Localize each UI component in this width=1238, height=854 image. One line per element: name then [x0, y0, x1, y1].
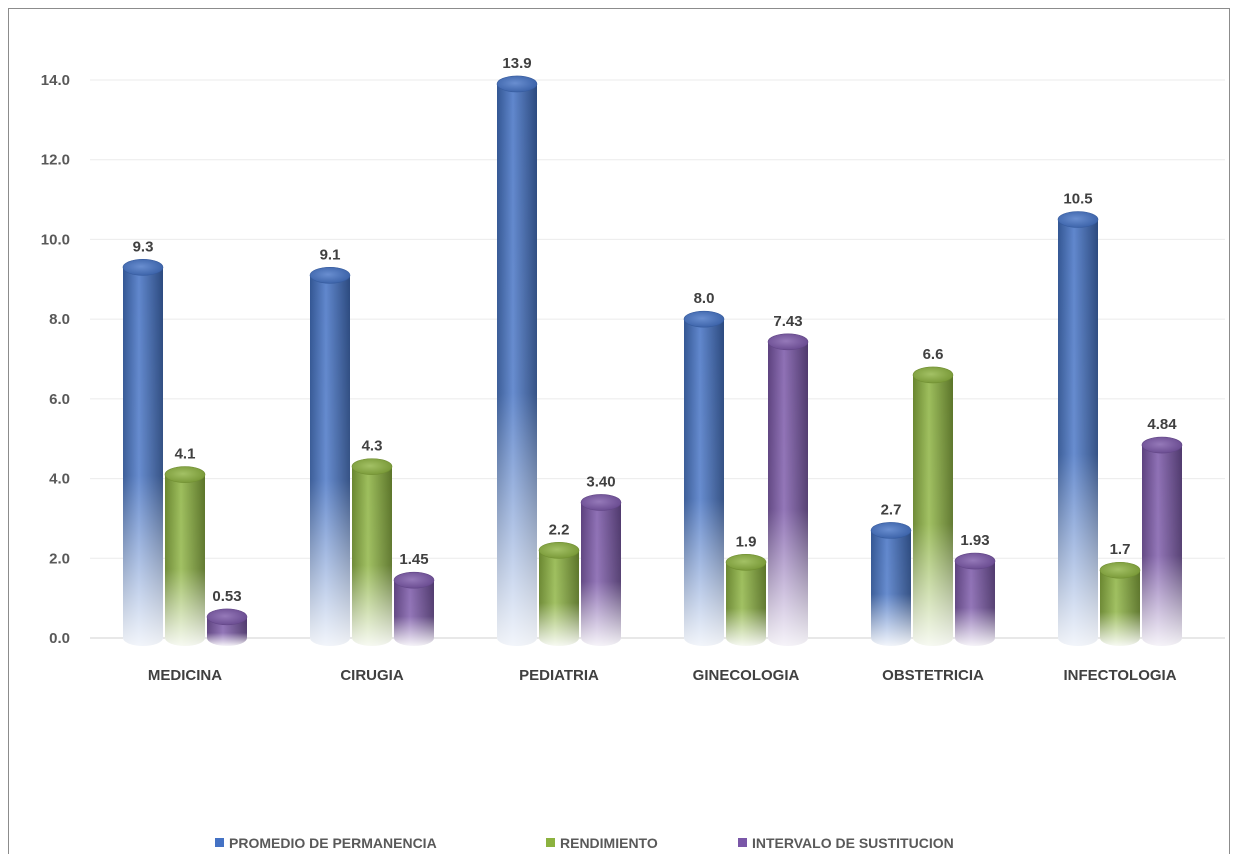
bar: [122, 259, 164, 646]
y-tick-label: 2.0: [49, 550, 70, 567]
category-label: PEDIATRIA: [519, 667, 599, 684]
legend-swatch: [215, 838, 224, 847]
data-label: 1.93: [960, 532, 989, 549]
bar: [1141, 436, 1183, 646]
legend-swatch: [738, 838, 747, 847]
data-label: 1.9: [736, 533, 757, 550]
data-label: 2.2: [549, 521, 570, 538]
bar: [683, 310, 725, 646]
data-label: 1.7: [1110, 541, 1131, 558]
y-tick-label: 6.0: [49, 391, 70, 408]
legend: PROMEDIO DE PERMANENCIA RENDIMIENTO INTERV…: [215, 835, 954, 851]
data-label: 7.43: [773, 313, 802, 330]
y-tick-label: 12.0: [41, 152, 70, 169]
y-tick-label: 0.0: [49, 630, 70, 647]
y-tick-label: 10.0: [41, 231, 70, 248]
category-label: CIRUGIA: [340, 667, 404, 684]
legend-swatch: [546, 838, 555, 847]
bar-group: [496, 75, 622, 646]
data-label: 2.7: [881, 501, 902, 518]
bar: [1057, 211, 1099, 646]
y-axis-ticks: 0.0 2.0 4.0 6.0 8.0 10.0 12.0 14.0: [41, 72, 70, 647]
category-labels: MEDICINA CIRUGIA PEDIATRIA GINECOLOGIA OBSTE…: [148, 667, 1177, 684]
bar: [580, 494, 622, 646]
bar: [912, 366, 954, 646]
bar: [767, 333, 809, 646]
category-label: MEDICINA: [148, 667, 222, 684]
legend-label: INTERVALO DE SUSTITUCION: [752, 835, 954, 851]
data-label: 9.3: [133, 238, 154, 255]
legend-item: PROMEDIO DE PERMANENCIA: [215, 835, 437, 851]
bar: [496, 75, 538, 646]
bars: [122, 75, 1183, 646]
chart-frame: [8, 8, 1230, 854]
legend-item: RENDIMIENTO: [546, 835, 658, 851]
bar-group: [309, 266, 435, 646]
bar-group: [870, 366, 996, 646]
bar: [351, 458, 393, 646]
bar: [206, 608, 248, 646]
bar: [725, 553, 767, 646]
y-tick-label: 14.0: [41, 72, 70, 89]
category-label: OBSTETRICIA: [882, 667, 984, 684]
data-label: 4.84: [1147, 416, 1177, 433]
bar: [393, 571, 435, 646]
data-labels: 9.3 4.1 0.53 9.1 4.3 1.45 13.9 2.2 3.40 8.0 1.9 7.4…: [133, 55, 1178, 605]
data-label: 9.1: [320, 246, 341, 263]
bar: [309, 266, 351, 646]
gridlines: [90, 79, 1225, 639]
bar-group: [683, 310, 809, 646]
data-label: 1.45: [399, 551, 428, 568]
y-tick-label: 8.0: [49, 311, 70, 328]
data-label: 4.3: [362, 438, 383, 455]
data-label: 13.9: [502, 55, 531, 72]
legend-label: RENDIMIENTO: [560, 835, 658, 851]
data-label: 10.5: [1063, 191, 1092, 208]
data-label: 6.6: [923, 346, 944, 363]
data-label: 3.40: [586, 473, 615, 490]
bar: [538, 542, 580, 646]
bar: [870, 522, 912, 646]
y-tick-label: 4.0: [49, 471, 70, 488]
bar: [954, 552, 996, 646]
bar: [164, 466, 206, 646]
legend-item: INTERVALO DE SUSTITUCION: [738, 835, 954, 851]
data-label: 0.53: [212, 588, 241, 605]
bar: [1099, 561, 1141, 646]
category-label: INFECTOLOGIA: [1063, 667, 1176, 684]
category-label: GINECOLOGIA: [693, 667, 800, 684]
data-label: 4.1: [175, 446, 196, 463]
legend-label: PROMEDIO DE PERMANENCIA: [229, 835, 437, 851]
bar-group: [1057, 211, 1183, 646]
data-label: 8.0: [694, 290, 715, 307]
bar-group: [122, 259, 248, 646]
